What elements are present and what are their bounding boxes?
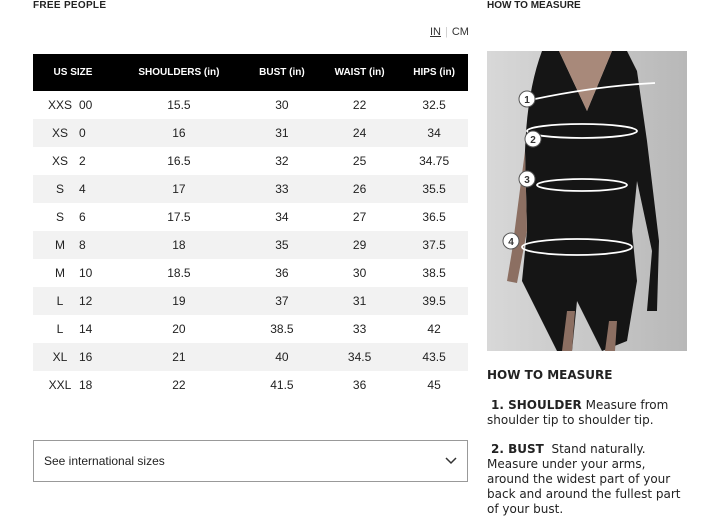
unit-toggle: IN | CM [430,26,469,38]
cell-waist: 31 [352,294,367,308]
marker-1: 1 [524,95,530,106]
cell-waist: 24 [352,126,367,140]
cell-hips: 42 [427,322,441,336]
measurement-figure-image: 1 2 3 4 [487,51,687,351]
cell-bust: 34 [275,210,289,224]
table-row: M 10 18.5 36 30 38.5 [33,259,468,287]
unit-in-link[interactable]: IN [430,26,441,38]
cell-us-size: XXL 18 [48,378,93,392]
cell-hips: 43.5 [422,350,446,364]
cell-shoulders: 21 [172,350,186,364]
instruction-shoulder: 1. SHOULDER Measure from shoulder tip to… [487,398,669,427]
header-us-size: US SIZE [53,67,93,78]
cell-waist: 29 [352,238,367,252]
cell-bust: 33 [275,182,289,196]
cell-bust: 32 [275,154,289,168]
cell-hips: 32.5 [422,98,446,112]
table-row: XS 0 16 31 24 34 [33,119,468,147]
table-row: L 12 19 37 31 39.5 [33,287,468,315]
cell-waist: 30 [352,266,367,280]
cell-shoulders: 16 [172,126,186,140]
cell-us-size: XS 0 [51,126,86,140]
chevron-down-icon [445,457,457,465]
cell-waist: 36 [352,378,367,392]
table-row: M 8 18 35 29 37.5 [33,231,468,259]
cell-shoulders: 16.5 [167,154,191,168]
cell-us-size: M 10 [55,266,93,280]
unit-cm-link[interactable]: CM [451,26,469,38]
cell-shoulders: 17.5 [167,210,191,224]
cell-waist: 26 [352,182,367,196]
unit-separator: | [445,26,448,38]
cell-hips: 38.5 [422,266,446,280]
cell-shoulders: 22 [172,378,186,392]
cell-bust: 40 [275,350,289,364]
cell-waist: 22 [352,98,367,112]
header-bust: BUST (in) [259,67,305,78]
cell-hips: 45 [427,378,441,392]
cell-waist: 33 [352,322,367,336]
cell-us-size: XXS 00 [47,98,93,112]
international-sizes-dropdown[interactable]: See international sizes [33,440,468,482]
cell-hips: 39.5 [422,294,446,308]
marker-4: 4 [508,237,514,248]
cell-us-size: XS 2 [51,154,86,168]
dropdown-label: See international sizes [44,454,165,468]
cell-shoulders: 15.5 [167,98,191,112]
cell-us-size: L 12 [56,294,93,308]
cell-waist: 34.5 [347,350,372,364]
marker-circles [502,90,542,250]
cell-bust: 35 [275,238,289,252]
cell-bust: 31 [275,126,289,140]
size-chart-table: US SIZE SHOULDERS (in) BUST (in) WAIST (… [33,54,468,399]
measure-subtitle: HOW TO MEASURE [487,368,613,382]
cell-hips: 37.5 [422,238,446,252]
table-row: XS 2 16.5 32 25 34.75 [33,147,468,175]
cell-shoulders: 17 [172,182,186,196]
how-to-measure-heading: HOW TO MEASURE [487,0,581,11]
brand-title: FREE PEOPLE [33,0,107,11]
cell-hips: 34 [427,126,441,140]
cell-us-size: L 14 [56,322,93,336]
table-header-row: US SIZE SHOULDERS (in) BUST (in) WAIST (… [33,54,468,91]
cell-bust: 38.5 [270,322,294,336]
cell-bust: 30 [275,98,289,112]
cell-waist: 25 [352,154,367,168]
header-hips: HIPS (in) [413,67,455,78]
table-row: XXS 00 15.5 30 22 32.5 [33,91,468,119]
marker-2: 2 [530,135,536,146]
measure-instructions: HOW TO MEASURE 1. SHOULDER Measure from … [487,368,687,531]
cell-hips: 34.75 [419,154,450,168]
table-row: S 4 17 33 26 35.5 [33,175,468,203]
marker-3: 3 [524,175,530,186]
table-row: L 14 20 38.5 33 42 [33,315,468,343]
cell-shoulders: 20 [172,322,186,336]
header-waist: WAIST (in) [334,67,385,78]
cell-shoulders: 19 [172,294,186,308]
cell-bust: 37 [275,294,289,308]
instruction-bust: 2. BUST Stand naturally. Measure under y… [487,442,681,516]
table-row: XXL 18 22 41.5 36 45 [33,371,468,399]
cell-us-size: XL 16 [52,350,93,364]
cell-shoulders: 18 [172,238,186,252]
cell-bust: 41.5 [270,378,294,392]
table-row: S 6 17.5 34 27 36.5 [33,203,468,231]
cell-waist: 27 [352,210,367,224]
header-shoulders: SHOULDERS (in) [138,67,220,78]
table-row: XL 16 21 40 34.5 43.5 [33,343,468,371]
cell-hips: 36.5 [422,210,446,224]
cell-shoulders: 18.5 [167,266,191,280]
cell-hips: 35.5 [422,182,446,196]
cell-bust: 36 [275,266,289,280]
